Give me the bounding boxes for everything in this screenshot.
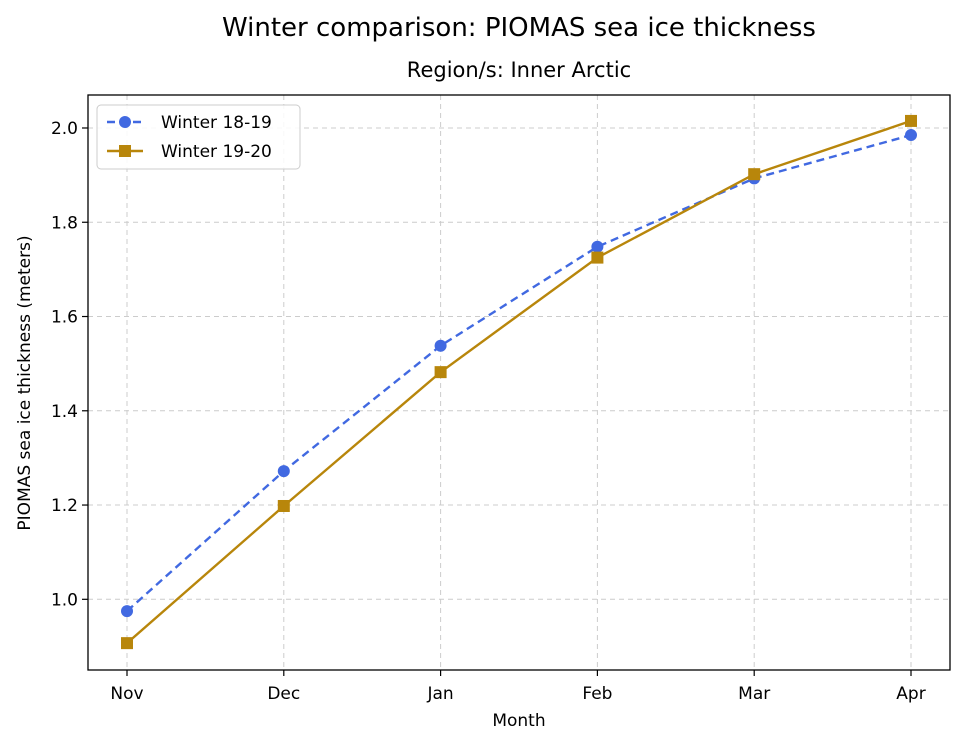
data-point [591, 251, 604, 264]
legend-label: Winter 19-20 [161, 142, 272, 162]
data-point [121, 605, 133, 618]
plot-frame [87, 94, 951, 671]
grid [88, 95, 950, 670]
data-point [277, 465, 290, 478]
chart-title: Winter comparison: PIOMAS sea ice thickn… [222, 13, 816, 43]
x-tick-label: Jan [426, 684, 453, 704]
y-tick-label: 2.0 [51, 119, 78, 139]
x-tick-label: Feb [582, 684, 612, 704]
data-point [434, 339, 447, 352]
legend: Winter 18-19 Winter 19-20 [96, 104, 301, 170]
y-tick-label: 1.0 [51, 590, 78, 610]
y-tick-label: 1.2 [51, 496, 78, 516]
data-point [905, 129, 917, 142]
data-point [277, 499, 290, 512]
data-point [591, 240, 604, 253]
x-tick-label: Apr [896, 684, 925, 704]
series-line [126, 133, 912, 612]
chart-subtitle: Region/s: Inner Arctic [407, 58, 631, 82]
y-axis-label: PIOMAS sea ice thickness (meters) [15, 235, 35, 530]
legend-frame [96, 104, 301, 170]
data-point [434, 366, 447, 379]
data-point [905, 114, 917, 127]
legend-label: Winter 18-19 [161, 113, 272, 133]
series-group [121, 114, 917, 650]
series-line [126, 119, 912, 645]
series-2 [121, 114, 917, 650]
data-point [121, 637, 133, 650]
legend-marker [119, 116, 131, 128]
y-tick-label: 1.6 [51, 308, 78, 328]
data-point [748, 168, 761, 181]
x-tick-label: Nov [110, 684, 143, 704]
axis-ticks: Nov Dec Jan Feb Mar Apr 1.0 1.2 1.4 1.6 1.8 2.0 [51, 119, 926, 704]
x-tick-label: Mar [738, 684, 770, 704]
y-tick-label: 1.8 [51, 213, 78, 233]
x-axis-label: Month [492, 711, 545, 731]
legend-marker [119, 145, 131, 157]
y-tick-label: 1.4 [51, 402, 78, 422]
x-tick-label: Dec [267, 684, 300, 704]
